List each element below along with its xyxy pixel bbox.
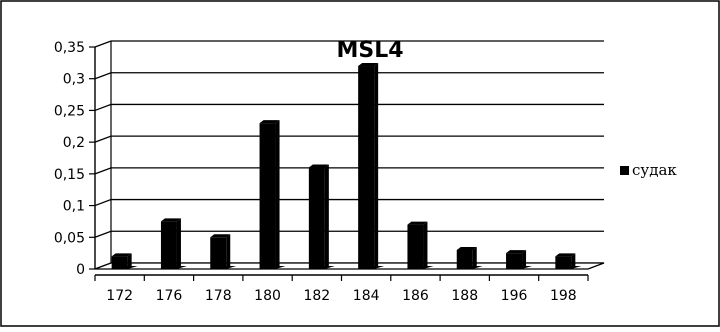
bar: [407, 224, 424, 269]
x-tick-label: 182: [303, 288, 330, 304]
bar-side: [176, 218, 181, 269]
bar: [308, 167, 325, 269]
x-tick-label: 186: [402, 288, 429, 304]
bar: [555, 256, 572, 269]
bar-top: [111, 253, 132, 257]
bar-side: [522, 250, 527, 269]
legend: судак: [620, 161, 677, 179]
bar: [210, 237, 227, 269]
bar-side: [127, 253, 132, 269]
y-tick-label: 0,3: [63, 72, 85, 88]
x-tick-label: 184: [353, 288, 380, 304]
bar-side: [374, 63, 379, 270]
bar: [358, 66, 375, 270]
bar-side: [275, 120, 280, 269]
bar-top: [308, 164, 329, 168]
chart-title: MSL4: [336, 38, 403, 63]
x-tick-label: 180: [254, 288, 281, 304]
x-tick-label: 178: [205, 288, 232, 304]
y-tick-label: 0,35: [54, 40, 85, 56]
y-tick-label: 0,15: [54, 167, 85, 183]
y-tick-label: 0,1: [63, 199, 85, 215]
bar: [456, 249, 473, 269]
bar-top: [210, 234, 231, 238]
x-tick-label: 188: [451, 288, 478, 304]
y-tick-label: 0,2: [63, 135, 85, 151]
bar-top: [358, 63, 379, 67]
bar-side: [423, 221, 428, 269]
y-tick-label: 0,25: [54, 103, 85, 119]
bar-top: [506, 250, 527, 254]
bar-top: [259, 120, 280, 124]
legend-label: судак: [632, 161, 677, 179]
bar-side: [472, 246, 477, 269]
bar-top: [555, 253, 576, 257]
x-tick-label: 198: [550, 288, 577, 304]
bar-top: [456, 246, 477, 250]
bar-side: [226, 234, 231, 269]
bar: [160, 221, 177, 269]
bar-top: [160, 218, 181, 222]
bar: [506, 253, 523, 269]
y-tick-label: 0: [76, 262, 85, 278]
y-tick-label: 0,05: [54, 230, 85, 246]
bar: [259, 123, 276, 269]
x-tick-label: 172: [106, 288, 133, 304]
x-tick-label: 196: [501, 288, 528, 304]
x-tick-label: 176: [156, 288, 183, 304]
bar: [111, 256, 128, 269]
bar-side: [324, 164, 329, 269]
bar-side: [571, 253, 576, 269]
bar-top: [407, 221, 428, 225]
legend-swatch: [620, 166, 629, 175]
